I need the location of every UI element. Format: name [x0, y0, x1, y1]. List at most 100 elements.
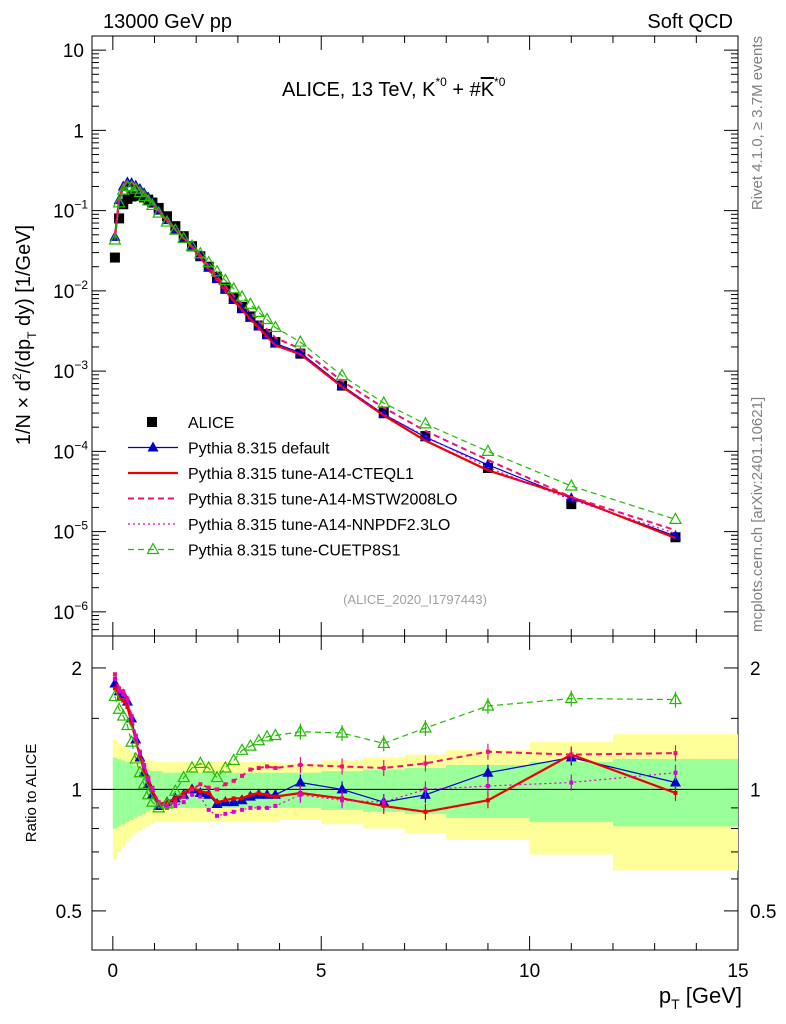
ratio-ytick-label-right: 0.5 — [750, 902, 776, 923]
ratio-point — [141, 787, 155, 800]
ratio-xtick-label: 0 — [108, 961, 119, 982]
ratio-point — [181, 790, 186, 795]
ratio-panel: 0.5 0.5 1 1 2 2 0 5 10 15 Ratio to ALICE pT [GeV] — [23, 635, 776, 1012]
header-right: Soft QCD — [647, 11, 733, 33]
ratio-point — [377, 736, 391, 749]
main-ytick-exp: −6 — [74, 599, 88, 613]
ratio-point — [137, 751, 142, 756]
ratio-point — [223, 811, 228, 816]
ratio-band-inner — [125, 761, 130, 823]
ratio-point — [256, 790, 261, 795]
ratio-point — [116, 708, 130, 721]
ratio-band-inner — [221, 772, 230, 808]
ratio-point — [228, 796, 240, 807]
main-series-5 — [108, 179, 682, 524]
main-point — [235, 289, 249, 302]
ratio-band-inner — [133, 764, 138, 818]
title-part-kbar: K — [481, 79, 495, 101]
ratio-xlabel: pT [GeV] — [659, 983, 742, 1012]
main-data-point — [114, 213, 125, 224]
ratio-point — [117, 689, 122, 694]
ratio-point — [129, 715, 134, 720]
ratio-point — [340, 798, 345, 803]
ratio-point — [335, 725, 349, 738]
ratio-point — [231, 778, 236, 783]
main-point — [564, 478, 578, 491]
main-ytick-base: 1 — [73, 121, 84, 142]
main-point — [177, 231, 191, 244]
ratio-band-inner — [229, 772, 238, 808]
ratio-point — [133, 734, 138, 739]
main-ytick-base: 10 — [53, 362, 74, 383]
legend-item-0: ALICE — [147, 415, 234, 432]
legend-item-1: Pythia 8.315 default — [128, 441, 330, 458]
ratio-point — [206, 790, 211, 795]
ratio-point — [668, 692, 682, 705]
ratio-point — [564, 691, 578, 704]
main-point — [243, 297, 257, 309]
ratio-point — [423, 809, 428, 814]
ratio-point — [231, 809, 236, 814]
main-ytick-exp: −5 — [74, 519, 88, 533]
main-point — [244, 311, 256, 322]
main-point — [418, 416, 432, 429]
ratio-point — [206, 807, 211, 812]
ratio-point — [482, 766, 494, 777]
ratio-point — [423, 761, 428, 766]
ratio-ytick-label: 1 — [71, 780, 82, 801]
ratio-point — [569, 780, 574, 785]
ratio-band-inner — [529, 761, 613, 823]
ratio-band-inner — [129, 763, 134, 820]
ratio-point — [418, 720, 432, 733]
main-ytick-exp: −3 — [74, 358, 88, 372]
ratio-band-inner — [154, 771, 163, 810]
ratio-band-inner — [112, 757, 118, 829]
main-point — [335, 368, 349, 381]
ratio-ytick-label-right: 1 — [750, 780, 761, 801]
title-part-star: *0 — [435, 75, 447, 89]
main-series-2 — [113, 181, 676, 540]
ratio-band-inner — [237, 772, 247, 808]
ratio-point — [190, 787, 195, 792]
ylabel-part-5: dy) [1/GeV] — [13, 225, 35, 332]
ratio-point — [142, 767, 147, 772]
ratio-ytick-label: 2 — [71, 659, 82, 680]
main-ytick-base: 10 — [53, 442, 74, 463]
ratio-point — [256, 805, 261, 810]
ratio-band-inner — [171, 772, 180, 808]
ratio-point — [673, 751, 678, 756]
ratio-point — [265, 792, 270, 797]
main-ytick-label: 10 — [63, 41, 84, 62]
ratio-point — [125, 696, 130, 701]
ratio-point — [121, 689, 126, 694]
ratio-point — [673, 790, 678, 795]
ratio-point — [298, 792, 303, 797]
main-point — [261, 329, 273, 340]
xlabel-part-p: p — [659, 983, 671, 1008]
main-series-1 — [109, 176, 681, 541]
main-ytick-base: 10 — [53, 603, 74, 624]
ratio-point — [145, 794, 159, 807]
legend-label: Pythia 8.315 tune-A14-CTEQL1 — [188, 466, 414, 483]
main-data-point — [566, 499, 577, 510]
ratio-point — [112, 702, 126, 714]
ratio-band-inner — [246, 772, 255, 808]
ratio-bands — [92, 734, 738, 871]
title-part-k: ALICE, 13 TeV, K — [282, 79, 436, 101]
main-series-3 — [113, 179, 676, 532]
ratio-point — [248, 792, 253, 797]
ratio-point — [168, 783, 182, 796]
ratio-point — [125, 705, 130, 710]
ratio-band-inner — [117, 758, 122, 827]
ratio-point — [137, 754, 142, 759]
main-point — [377, 395, 391, 408]
ratio-point — [165, 800, 170, 805]
ylabel-part-2: 2 — [10, 373, 24, 380]
ratio-point — [485, 798, 490, 803]
main-point — [185, 238, 199, 251]
ratio-point — [181, 800, 186, 805]
ratio-xtick-label: 15 — [727, 961, 748, 982]
ratio-point — [248, 767, 253, 772]
side-label-mcplots: mcplots.cern.ch [arXiv:2401.10621] — [749, 397, 766, 632]
